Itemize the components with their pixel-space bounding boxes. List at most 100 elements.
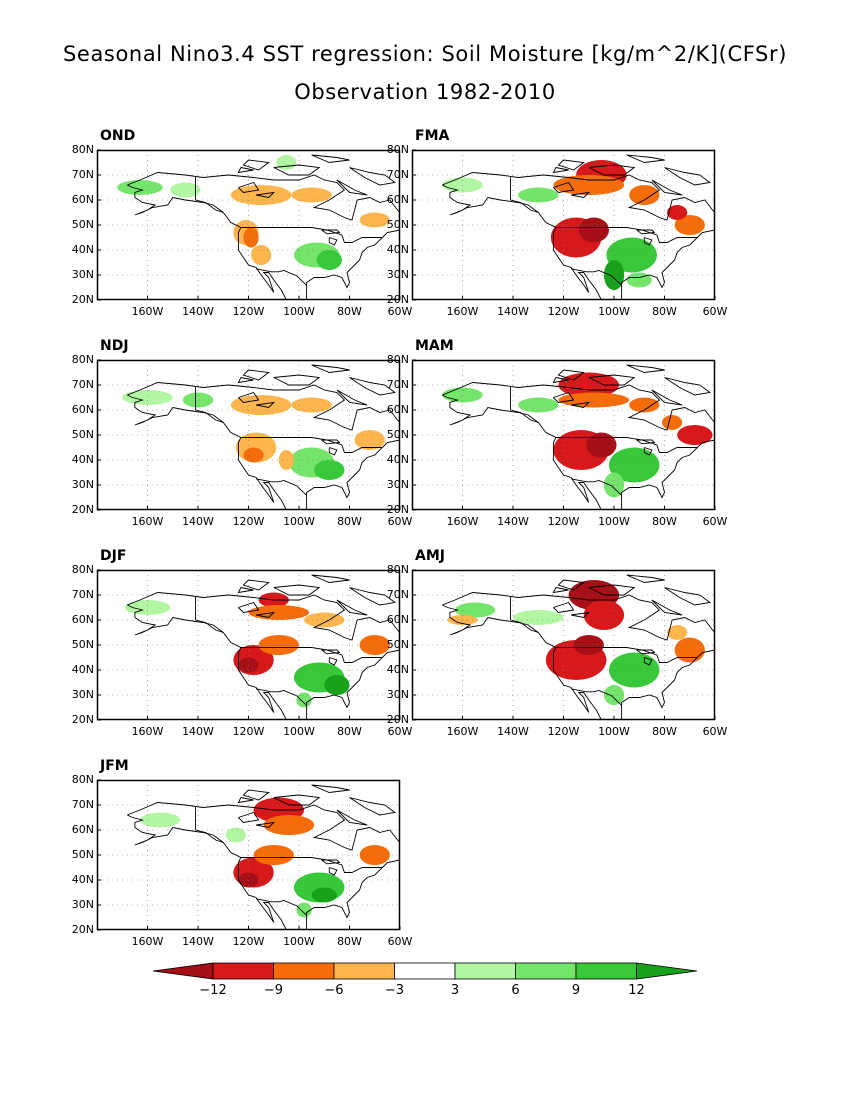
colorbar-max-arrow (636, 962, 698, 980)
lon-tick-label: 120W (547, 515, 580, 528)
island-outline (237, 797, 254, 804)
island-outline (349, 377, 397, 396)
lat-tick-label: 30N (386, 688, 409, 701)
lat-tick-label: 70N (386, 168, 409, 181)
panel-season-label: JFM (100, 758, 129, 774)
coastline (127, 184, 287, 300)
island-outline (242, 579, 270, 591)
lon-tick-label: 80W (652, 725, 677, 738)
lon-tick-label: 120W (232, 725, 265, 738)
border-line (571, 688, 622, 706)
lon-tick-label: 160W (131, 725, 164, 738)
lat-tick-label: 60N (386, 403, 409, 416)
island-outline (651, 389, 683, 406)
coastline (442, 604, 602, 720)
coastline (127, 814, 287, 930)
lake-outline (321, 649, 341, 655)
lat-tick-label: 20N (71, 293, 94, 306)
colorbar-tick-label: −6 (324, 983, 344, 998)
anomaly-contour (454, 602, 496, 618)
figure-subtitle: Observation 1982-2010 (294, 80, 556, 104)
island-outline (557, 369, 585, 381)
border-line (256, 478, 307, 496)
lon-tick-label: 80W (337, 935, 362, 948)
island-outline (311, 784, 350, 793)
anomaly-contour (304, 612, 345, 628)
lake-outline (321, 439, 341, 445)
lat-tick-label: 50N (386, 428, 409, 441)
border-line (510, 409, 539, 423)
anomaly-contour (122, 390, 173, 405)
island-outline (651, 179, 683, 196)
lat-tick-label: 70N (386, 378, 409, 391)
lon-tick-label: 80W (652, 305, 677, 318)
anomaly-contour (558, 372, 620, 398)
island-outline (664, 587, 712, 606)
island-outline (336, 599, 368, 616)
lat-tick-label: 20N (71, 713, 94, 726)
colorbar-tick-label: 3 (450, 983, 460, 998)
colorbar-segment (212, 962, 274, 980)
island-outline (311, 154, 350, 163)
island-outline (552, 167, 569, 174)
lon-tick-label: 160W (131, 935, 164, 948)
colorbar-segment (575, 962, 637, 980)
border-line (256, 688, 307, 706)
colorbar-tick-label: −12 (199, 983, 227, 998)
lon-tick-label: 160W (131, 305, 164, 318)
island-outline (626, 574, 665, 583)
panel-season-label: DJF (100, 548, 127, 564)
lat-tick-label: 70N (71, 378, 94, 391)
panel-season-label: FMA (415, 128, 450, 144)
lake-outline (238, 391, 260, 403)
lat-tick-label: 70N (386, 588, 409, 601)
lake-outline (643, 657, 653, 666)
lon-tick-label: 140W (497, 305, 529, 318)
lon-tick-label: 160W (446, 515, 479, 528)
anomaly-contour (276, 155, 297, 170)
border-line (256, 898, 307, 916)
lat-tick-label: 80N (386, 143, 409, 156)
island-outline (273, 164, 321, 176)
island-outline (552, 377, 569, 384)
anomaly-contour (296, 692, 312, 708)
lat-tick-label: 80N (71, 773, 94, 786)
lake-outline (643, 447, 653, 456)
border-line (555, 227, 698, 243)
anomaly-contour (674, 637, 705, 663)
coastline (127, 382, 400, 510)
lat-tick-label: 20N (386, 503, 409, 516)
border-line (240, 857, 383, 873)
island-outline (273, 584, 321, 596)
anomaly-contour (324, 675, 350, 695)
coastline (442, 382, 715, 510)
lat-tick-label: 50N (71, 638, 94, 651)
lake-outline (256, 611, 276, 618)
lake-outline (321, 859, 341, 865)
island-outline (273, 374, 321, 386)
anomaly-contour (314, 460, 345, 480)
lake-outline (553, 601, 575, 613)
island-outline (349, 797, 397, 816)
island-outline (664, 377, 712, 396)
lake-outline (238, 181, 260, 193)
coastline (442, 394, 602, 510)
anomaly-contour (230, 185, 292, 205)
lon-tick-label: 60W (702, 305, 728, 318)
lat-tick-label: 40N (386, 243, 409, 256)
anomaly-contour (278, 450, 294, 470)
lake-outline (328, 237, 338, 246)
anomaly-contour (291, 397, 332, 413)
island-outline (349, 167, 397, 186)
lat-tick-label: 70N (71, 588, 94, 601)
map-plot (96, 569, 401, 721)
lat-tick-label: 30N (71, 268, 94, 281)
colorbar-segment (273, 962, 335, 980)
anomaly-contour (661, 415, 683, 430)
island-outline (237, 587, 254, 594)
anomaly-contour (359, 845, 390, 865)
lon-tick-label: 120W (232, 935, 265, 948)
coastline (442, 184, 602, 300)
lon-tick-label: 120W (547, 305, 580, 318)
lat-tick-label: 60N (386, 193, 409, 206)
